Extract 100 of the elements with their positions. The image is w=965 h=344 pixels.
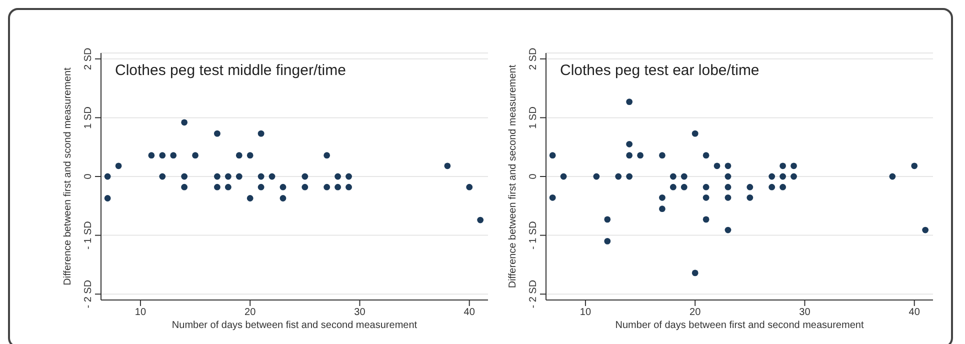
point	[302, 184, 308, 190]
point	[324, 184, 330, 190]
point	[258, 184, 264, 190]
point	[702, 184, 710, 190]
y-axis-title: Difference between first and scond measurement	[62, 67, 74, 286]
y-axis-title: Difference between first and second measurement	[508, 64, 519, 288]
point	[790, 162, 797, 170]
x-tick-label: 20	[244, 307, 256, 318]
text: Clothes peg test ear lobe/time	[560, 62, 760, 79]
point	[790, 173, 797, 180]
point	[780, 184, 786, 190]
x-tick-label: 40	[908, 307, 920, 318]
point	[659, 194, 666, 201]
x-tick-label: 40	[464, 307, 476, 318]
point	[192, 152, 198, 159]
point	[702, 194, 710, 201]
point	[626, 152, 633, 159]
point	[626, 98, 633, 106]
x-axis-title: Number of days between first and second measurement	[615, 320, 864, 331]
y-tick-label: - 2 SD	[83, 280, 94, 308]
x-tick-label: 10	[580, 307, 592, 318]
point	[280, 195, 286, 202]
point	[724, 226, 732, 234]
point	[746, 194, 754, 201]
point	[692, 130, 698, 137]
point	[692, 270, 698, 276]
point	[714, 162, 720, 170]
point	[346, 184, 352, 190]
point	[258, 130, 264, 137]
point	[115, 162, 122, 170]
y-tick-label: 0	[528, 173, 539, 180]
point	[170, 152, 177, 159]
point	[670, 184, 676, 190]
point	[302, 173, 308, 180]
x-tick-label: 20	[690, 307, 702, 318]
point	[224, 173, 232, 180]
point	[680, 184, 688, 190]
point	[214, 130, 220, 137]
y-tick-label: 2 SD	[83, 48, 94, 70]
point	[444, 162, 451, 170]
y-tick-label: 1 SD	[83, 106, 94, 129]
point	[659, 152, 666, 159]
point	[181, 184, 188, 190]
point	[702, 152, 710, 159]
y-tick-label: 1 SD	[528, 106, 539, 129]
point	[911, 162, 918, 170]
point	[768, 184, 776, 190]
point	[214, 173, 220, 180]
point	[549, 194, 556, 201]
point	[659, 206, 666, 212]
point	[637, 152, 644, 159]
point	[148, 152, 155, 159]
y-tick-label: 0	[83, 173, 94, 180]
point	[246, 152, 254, 159]
point	[922, 226, 929, 234]
point	[746, 184, 754, 190]
point	[670, 173, 676, 180]
point	[626, 140, 633, 148]
point	[258, 173, 264, 180]
point	[268, 173, 276, 180]
point	[702, 216, 710, 223]
point	[593, 173, 600, 180]
point	[889, 173, 896, 180]
point	[626, 173, 633, 180]
point	[104, 173, 111, 180]
x-tick-label: 30	[354, 307, 366, 318]
point	[724, 173, 732, 180]
point	[324, 152, 330, 159]
point	[280, 184, 286, 190]
point	[334, 173, 342, 180]
y-tick-label: - 1 SD	[528, 221, 539, 250]
point	[615, 173, 622, 180]
point	[159, 152, 166, 159]
point	[159, 173, 166, 180]
point	[549, 152, 556, 159]
point	[104, 195, 111, 202]
point	[768, 173, 776, 180]
point	[724, 162, 732, 170]
point	[477, 216, 484, 224]
x-axis-title: Number of days between fist and second measurement	[172, 320, 418, 331]
point	[346, 173, 352, 180]
point	[724, 184, 732, 190]
x-tick-label: 30	[799, 307, 811, 318]
point	[604, 238, 611, 244]
text: Clothes peg test middle finger/time	[115, 62, 346, 79]
point	[724, 194, 732, 201]
y-tick-label: - 2 SD	[528, 280, 539, 308]
point	[780, 173, 786, 180]
point	[604, 216, 611, 223]
point	[560, 173, 567, 180]
point	[780, 162, 786, 170]
point	[466, 184, 473, 190]
y-tick-label: - 1 SD	[83, 221, 94, 250]
point	[181, 173, 188, 180]
point	[214, 184, 220, 190]
point	[334, 184, 342, 190]
point	[680, 173, 688, 180]
x-tick-label: 10	[134, 307, 146, 318]
y-tick-label: 2 SD	[528, 48, 539, 70]
point	[181, 119, 188, 126]
